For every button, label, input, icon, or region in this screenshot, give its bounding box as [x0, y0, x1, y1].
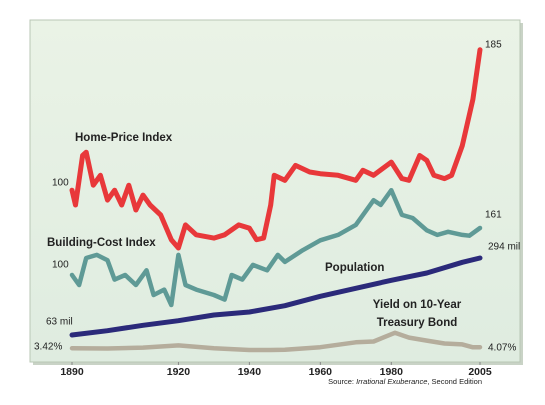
series-name: Building-Cost Index — [47, 237, 156, 249]
value-label: 294 mil — [488, 242, 520, 253]
value-label: 63 mil — [46, 317, 73, 328]
value-label: 100 — [52, 178, 69, 189]
source-text: Source: — [328, 377, 356, 386]
series-name-line: Building-Cost Index — [47, 237, 156, 249]
x-tick-label: 2005 — [468, 366, 492, 378]
series-name: Home-Price Index — [75, 132, 173, 144]
series-name-line: Yield on 10-Year — [373, 299, 462, 311]
value-label: 100 — [52, 260, 69, 271]
series-name-line: Population — [325, 262, 384, 274]
series-line — [69, 330, 483, 353]
source-title: Irrational Exuberance — [356, 377, 427, 386]
series-line — [69, 187, 483, 308]
value-label: 4.07% — [488, 343, 516, 354]
value-label: 185 — [485, 40, 502, 51]
series-name-line: Home-Price Index — [75, 132, 173, 144]
series-line — [69, 47, 483, 251]
x-tick-label: 1890 — [60, 366, 84, 378]
series-name: Yield on 10-Year Treasury Bond — [373, 299, 462, 329]
x-tick-label: 1980 — [380, 366, 404, 378]
source-text: , Second Edition — [427, 377, 482, 386]
series-line — [69, 255, 483, 338]
x-tick-label: 1920 — [167, 366, 191, 378]
series-name-line: Treasury Bond — [377, 317, 458, 329]
x-tick-label: 1960 — [309, 366, 333, 378]
value-label: 3.42% — [34, 342, 62, 353]
x-tick-label: 1940 — [238, 366, 262, 378]
value-label: 161 — [485, 210, 502, 221]
source: Source: Irrational Exuberance, Second Ed… — [328, 377, 482, 386]
series-name: Population — [325, 262, 384, 274]
